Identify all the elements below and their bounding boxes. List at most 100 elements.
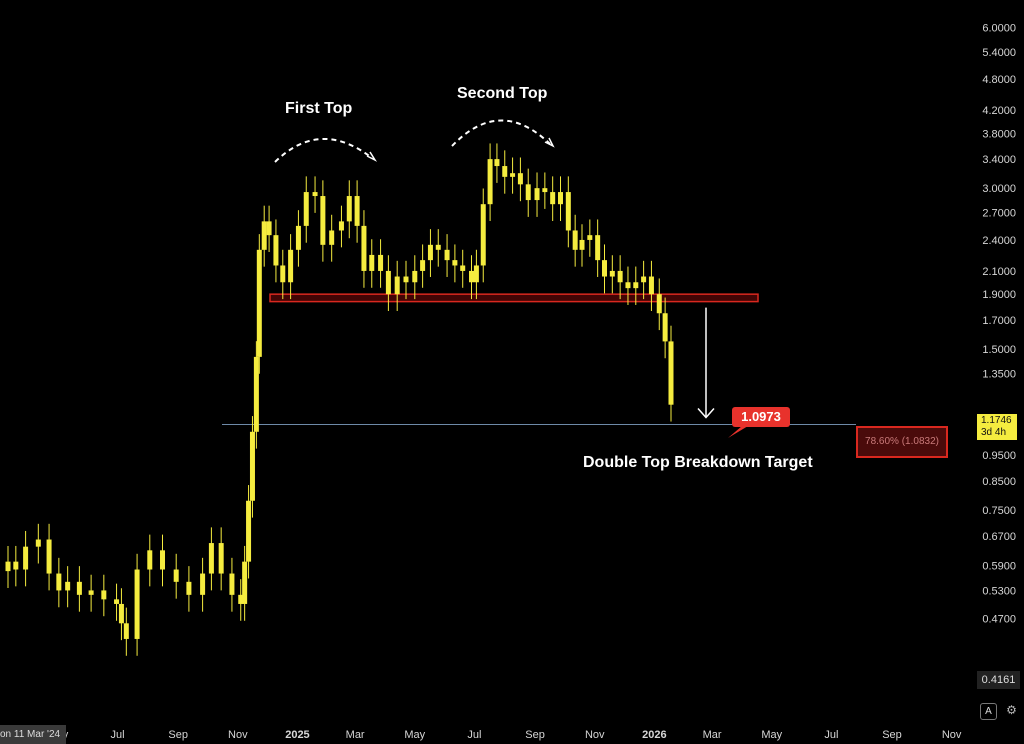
candle	[435, 244, 441, 250]
current-interval: 3d 4h	[981, 427, 1007, 438]
second-top-arrowhead	[544, 137, 555, 148]
current-price-badge: 1.1746 3d 4h	[977, 414, 1017, 440]
candle	[565, 192, 571, 231]
y-tick-label: 3.4000	[982, 154, 1016, 166]
candle	[617, 270, 623, 283]
candle	[273, 235, 279, 266]
x-tick-label: May	[761, 729, 782, 741]
candle	[550, 192, 556, 205]
candle	[378, 254, 384, 271]
x-tick-label: May	[404, 729, 425, 741]
candle	[668, 341, 674, 405]
first-top-arc	[274, 137, 373, 163]
candle	[249, 431, 255, 501]
candle	[579, 239, 585, 250]
candle	[23, 546, 29, 570]
candle	[229, 573, 235, 595]
auto-scale-button[interactable]: A	[980, 703, 997, 720]
candle	[346, 196, 352, 222]
y-tick-label: 1.9000	[982, 289, 1016, 301]
candle	[587, 235, 593, 240]
candle	[572, 230, 578, 250]
candle	[261, 221, 267, 250]
candle	[13, 561, 19, 570]
candle	[525, 184, 531, 201]
candle	[502, 166, 508, 177]
candle	[242, 561, 248, 604]
fib-level-label: 78.60% (1.0832)	[856, 426, 948, 458]
candle	[35, 539, 41, 547]
start-date-label: on 11 Mar '24	[0, 725, 66, 744]
support-zone	[269, 293, 759, 303]
candle	[641, 276, 647, 283]
candle	[452, 260, 458, 266]
y-tick-label: 1.3500	[982, 368, 1016, 380]
candle	[427, 244, 433, 261]
candle	[312, 192, 318, 197]
candle	[329, 230, 335, 245]
y-tick-label: 0.8500	[982, 476, 1016, 488]
y-tick-label: 6.0000	[982, 22, 1016, 34]
candle	[266, 221, 272, 236]
candle	[354, 196, 360, 226]
candle	[76, 581, 82, 595]
x-tick-label: Jul	[824, 729, 838, 741]
candle	[656, 294, 662, 314]
x-tick-label: Jul	[467, 729, 481, 741]
y-tick-label: 0.5300	[982, 585, 1016, 597]
candle	[648, 276, 654, 295]
candle	[494, 159, 500, 167]
second-top-arc	[451, 119, 551, 147]
candle	[101, 590, 107, 600]
candle	[208, 543, 214, 574]
candle	[256, 249, 262, 357]
candle	[114, 599, 120, 604]
candle	[517, 173, 523, 185]
x-tick-label: Sep	[525, 729, 545, 741]
candle	[633, 282, 639, 289]
x-tick-label: Mar	[703, 729, 722, 741]
candle	[173, 569, 179, 582]
candle	[460, 265, 466, 271]
badge-pointer	[728, 426, 748, 438]
first-top-arrowhead	[366, 151, 378, 162]
candle	[394, 276, 400, 295]
candle	[123, 623, 129, 639]
candle	[487, 159, 493, 205]
candle	[288, 249, 294, 283]
candle	[134, 569, 140, 639]
current-price-value: 1.1746	[981, 415, 1012, 426]
breakdown-target-label: Double Top Breakdown Target	[583, 454, 813, 471]
candle	[320, 196, 326, 245]
y-tick-label: 0.4700	[982, 613, 1016, 625]
x-tick-label: Sep	[882, 729, 902, 741]
candle	[469, 270, 475, 283]
candle	[609, 270, 615, 277]
y-tick-label: 0.9500	[982, 450, 1016, 462]
candle	[295, 225, 301, 250]
candle	[5, 561, 11, 572]
candle	[200, 573, 206, 595]
candle	[662, 313, 668, 342]
candle	[65, 581, 71, 591]
x-tick-label: 2025	[285, 729, 309, 741]
second-top-label: Second Top	[457, 85, 548, 102]
candle	[510, 173, 516, 177]
low-price-badge: 0.4161	[977, 671, 1020, 689]
x-tick-label: Sep	[168, 729, 188, 741]
y-tick-label: 0.5900	[982, 561, 1016, 573]
y-tick-label: 2.7000	[982, 208, 1016, 220]
candle	[88, 590, 94, 595]
first-top-label: First Top	[285, 100, 353, 117]
candle	[420, 260, 426, 271]
y-tick-label: 3.8000	[982, 128, 1016, 140]
gear-icon[interactable]: ⚙	[1006, 703, 1017, 717]
candle	[444, 249, 450, 261]
x-tick-label: Mar	[346, 729, 365, 741]
candle	[361, 225, 367, 271]
candle	[625, 282, 631, 289]
candle	[369, 254, 375, 271]
candle	[385, 270, 391, 295]
candle	[246, 500, 252, 562]
